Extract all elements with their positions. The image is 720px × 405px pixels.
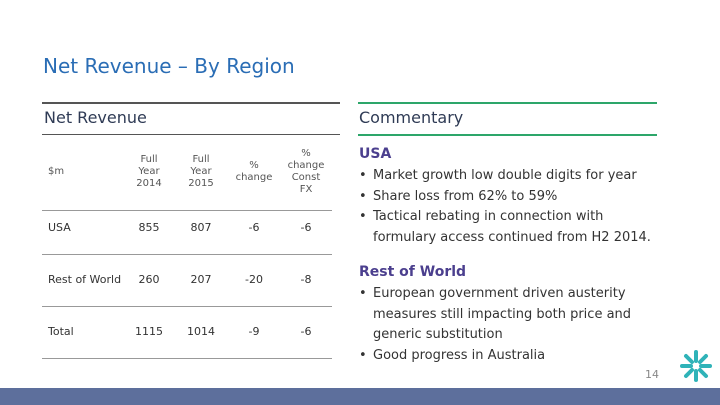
bullet: •	[359, 347, 367, 363]
bullet-text: Share loss from 62% to 59%	[373, 188, 558, 204]
row-rule	[42, 210, 332, 211]
bullet-text: Market growth low double digits for year	[373, 168, 637, 183]
bullet: •	[359, 168, 367, 183]
bullet-text: formulary access continued from H2 2014.	[373, 229, 651, 245]
bullet: •	[359, 209, 367, 224]
table-cell: -8	[300, 273, 312, 286]
column-header: Full	[192, 154, 210, 165]
row-label: Rest of World	[48, 273, 122, 286]
bullet-text: Tactical rebating in connection with	[373, 209, 604, 224]
column-header: 2014	[136, 178, 162, 189]
section-heading: Rest of World	[359, 264, 467, 280]
column-header: FX	[299, 184, 313, 195]
panel-title: Net Revenue	[44, 108, 147, 127]
table-cell: 207	[190, 273, 212, 286]
bullet-text: European government driven austerity	[373, 286, 626, 301]
row-rule	[42, 306, 332, 307]
table-cell: -6	[248, 221, 260, 234]
table-cell: 1115	[135, 325, 163, 338]
table-cell: -20	[245, 273, 263, 286]
bullet: •	[359, 188, 367, 204]
bullet-text: measures still impacting both price and	[373, 306, 632, 322]
bullet-text: generic substitution	[373, 327, 503, 342]
slide-title: Net Revenue – By Region	[43, 54, 295, 78]
column-header: 2015	[188, 178, 214, 189]
column-header: Const	[291, 172, 321, 183]
column-header: change	[287, 160, 325, 171]
logo	[680, 350, 712, 382]
table-cell: -6	[300, 325, 312, 338]
rule	[358, 134, 657, 136]
row-rule	[42, 358, 332, 359]
bullet: •	[359, 286, 367, 301]
column-header: %	[301, 148, 311, 159]
row-label: Total	[48, 325, 74, 338]
table-cell: 260	[138, 273, 160, 286]
table-cell: 1014	[187, 325, 215, 338]
table-cell: 807	[190, 221, 212, 234]
bullet-text: Good progress in Australia	[373, 347, 546, 363]
section-heading: USA	[359, 146, 392, 162]
rule	[42, 134, 340, 135]
page-number: 14	[645, 368, 659, 381]
rule	[358, 102, 657, 104]
table-cell: -9	[248, 325, 260, 338]
footer-bar	[0, 388, 720, 405]
table-cell: 855	[138, 221, 160, 234]
row-rule	[42, 254, 332, 255]
column-header: $m	[48, 166, 65, 177]
column-header: change	[235, 172, 273, 183]
rule	[42, 102, 340, 104]
column-header: Year	[138, 166, 160, 177]
column-header: %	[249, 160, 259, 171]
table-cell: -6	[300, 221, 312, 234]
row-label: USA	[48, 221, 71, 234]
panel-title: Commentary	[359, 108, 464, 127]
column-header: Full	[140, 154, 158, 165]
column-header: Year	[190, 166, 212, 177]
